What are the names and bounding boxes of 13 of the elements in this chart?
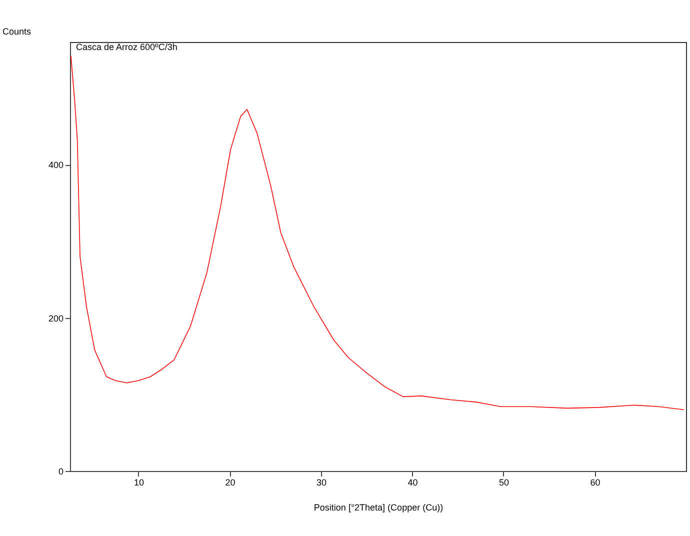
y-axis-title: Counts [2, 26, 32, 36]
y-tick-label: 0 [58, 466, 64, 476]
chart-title: Casca de Arroz 600ºC/3h [76, 42, 178, 52]
line-series [70, 55, 685, 410]
y-tick-label: 400 [48, 160, 64, 170]
x-tick-label: 30 [316, 478, 326, 488]
x-tick-label: 40 [408, 478, 418, 488]
y-tick-label: 200 [48, 313, 64, 324]
x-tick-label: 50 [498, 478, 509, 488]
x-axis-title: Position [°2Theta] (Copper (Cu)) [314, 502, 444, 512]
x-tick-label: 20 [225, 478, 236, 488]
x-tick-label: 10 [134, 478, 144, 488]
x-tick-label: 60 [590, 478, 600, 488]
